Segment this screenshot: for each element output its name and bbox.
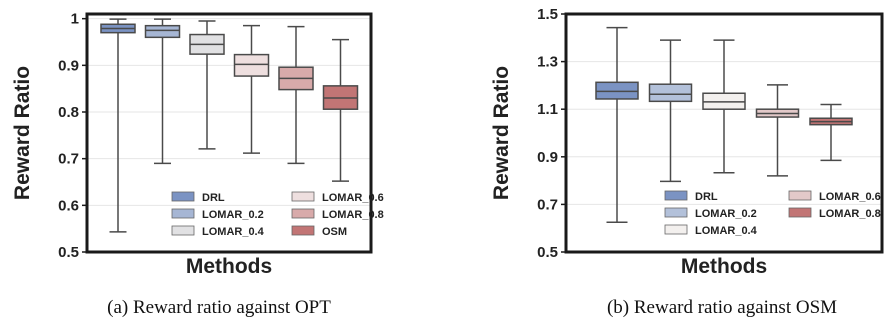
- box-lomar-0-2: [648, 39, 693, 183]
- legend-swatch: [171, 225, 195, 236]
- legend-entry: DRL: [664, 190, 718, 203]
- legend-label: LOMAR_0.6: [322, 192, 384, 204]
- plot-frame: [564, 12, 884, 254]
- box-lomar-0-2: [144, 18, 181, 165]
- legend-entry: OSM: [291, 225, 347, 238]
- box-drl: [100, 18, 136, 233]
- y-tick-label: 0.5: [537, 244, 558, 261]
- box-lomar-0-4: [702, 39, 746, 174]
- y-axis-label: Reward Ratio: [11, 66, 34, 200]
- legend-swatch: [291, 225, 315, 236]
- legend-entry: LOMAR_0.2: [171, 208, 264, 221]
- y-tick-label: 0.6: [58, 197, 79, 214]
- box-lomar-0-8: [809, 103, 853, 162]
- y-tick-label: 1.5: [537, 6, 558, 23]
- y-tick-label: 1.3: [537, 54, 558, 71]
- box-body: [144, 24, 181, 39]
- legend-swatch: [788, 190, 812, 201]
- legend-label: LOMAR_0.8: [322, 209, 384, 221]
- legend-label: DRL: [202, 192, 225, 204]
- legend-swatch: [664, 207, 688, 218]
- legend-entry: LOMAR_0.6: [291, 191, 384, 204]
- box-lomar-0-4: [189, 20, 225, 150]
- legend-entry: LOMAR_0.6: [788, 190, 881, 203]
- legend-entry: LOMAR_0.8: [291, 208, 384, 221]
- box-osm: [322, 38, 359, 182]
- panel-reward-vs-osm: 0.5 0.7 0.9 1.1 1.3 1.5 Methods Reward Ratio DRL…: [490, 6, 884, 318]
- legend-label: LOMAR_0.4: [695, 225, 758, 237]
- legend-entry: LOMAR_0.8: [788, 207, 881, 220]
- y-tick-label: 0.9: [58, 57, 79, 74]
- figure-caption: (b) Reward ratio against OSM: [607, 297, 837, 318]
- legend-swatch: [291, 191, 315, 202]
- box-drl: [595, 26, 639, 223]
- legend-label: OSM: [322, 226, 347, 238]
- box-lomar-0-6: [755, 84, 800, 177]
- y-axis-label: Reward Ratio: [490, 66, 513, 200]
- box-body: [233, 53, 270, 77]
- legend-swatch: [171, 208, 195, 219]
- legend-entry: LOMAR_0.4: [171, 225, 265, 238]
- y-tick-label: 1.1: [537, 101, 558, 118]
- box-lomar-0-6: [233, 24, 270, 154]
- legend-label: LOMAR_0.2: [202, 209, 264, 221]
- y-tick-label: 0.5: [58, 244, 79, 261]
- legend-label: LOMAR_0.8: [819, 208, 881, 220]
- legend-swatch: [291, 208, 315, 219]
- panel-reward-vs-opt: 0.5 0.6 0.7 0.8 0.9 1 Methods Reward Ratio DRL LO…: [11, 11, 384, 318]
- legend-swatch: [664, 190, 688, 201]
- y-tick-label: 0.7: [537, 196, 558, 213]
- legend-label: LOMAR_0.6: [819, 191, 881, 203]
- legend-swatch: [788, 207, 812, 218]
- legend-entry: LOMAR_0.2: [664, 207, 757, 220]
- legend-swatch: [664, 224, 688, 235]
- plot-frame: [85, 12, 373, 254]
- box-body: [648, 83, 693, 103]
- figure-caption: (a) Reward ratio against OPT: [107, 297, 331, 318]
- legend-swatch: [171, 191, 195, 202]
- x-axis-label: Methods: [681, 255, 767, 278]
- x-axis-label: Methods: [186, 255, 272, 278]
- y-tick-label: 0.9: [537, 149, 558, 166]
- legend-label: LOMAR_0.2: [695, 208, 757, 220]
- box-lomar-0-8: [278, 25, 314, 165]
- legend-entry: DRL: [171, 191, 225, 204]
- legend-label: DRL: [695, 191, 718, 203]
- y-tick-label: 1: [71, 11, 79, 28]
- legend-label: LOMAR_0.4: [202, 226, 265, 238]
- y-tick-label: 0.7: [58, 151, 79, 168]
- legend-entry: LOMAR_0.4: [664, 224, 758, 237]
- y-tick-label: 0.8: [58, 104, 79, 121]
